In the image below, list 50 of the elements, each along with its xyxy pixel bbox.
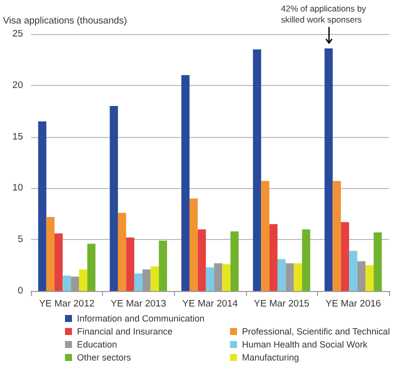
legend-label: Professional, Scientific and Technical — [242, 326, 390, 336]
bar — [269, 224, 278, 291]
y-tick-label: 25 — [12, 28, 23, 40]
bar — [324, 48, 333, 291]
bar — [38, 121, 46, 291]
bar — [374, 232, 382, 291]
bar — [190, 198, 198, 291]
y-axis-title: Visa applications (thousands) — [3, 16, 127, 26]
bar — [332, 181, 341, 291]
bar — [302, 229, 310, 291]
bar — [278, 259, 286, 291]
x-tick-label: YE Mar 2016 — [325, 298, 381, 310]
bar — [134, 274, 142, 291]
bar — [206, 267, 214, 291]
y-tick-label: 15 — [12, 131, 23, 142]
y-tick-label: 20 — [12, 80, 23, 91]
y-tick-label: 5 — [18, 234, 23, 246]
bar — [158, 240, 168, 291]
y-tick-label: 0 — [18, 286, 23, 296]
bar — [252, 49, 262, 291]
bar — [222, 264, 230, 291]
bar — [181, 75, 190, 291]
bar — [261, 181, 270, 291]
text: 42% of applications by skilled work sponsers — [281, 4, 368, 24]
bar — [150, 266, 159, 291]
bar — [54, 233, 63, 291]
bar — [110, 106, 118, 291]
bar — [230, 231, 239, 291]
bar — [118, 212, 126, 291]
bar — [87, 244, 96, 291]
bar — [349, 250, 358, 291]
bar — [365, 265, 374, 291]
legend-label: Information and Communication — [77, 314, 205, 324]
bar — [294, 263, 302, 291]
legend-label: Financial and Insurance — [77, 326, 173, 336]
bar — [46, 216, 55, 291]
legend-label: Human Health and Social Work — [242, 340, 368, 350]
bar — [62, 276, 71, 291]
bar — [79, 269, 88, 291]
y-tick-label: 10 — [12, 182, 23, 194]
bar — [340, 222, 350, 291]
legend-label: Other sectors — [77, 352, 132, 362]
x-tick-label: YE Mar 2015 — [254, 298, 310, 310]
x-tick-label: YE Mar 2012 — [39, 298, 95, 310]
legend-label: Manufacturing — [242, 352, 300, 362]
x-tick-label: YE Mar 2013 — [110, 298, 166, 310]
bar — [198, 229, 206, 291]
legend-label: Education — [77, 340, 118, 350]
x-tick-label: YE Mar 2014 — [182, 298, 238, 310]
bar — [126, 238, 134, 291]
